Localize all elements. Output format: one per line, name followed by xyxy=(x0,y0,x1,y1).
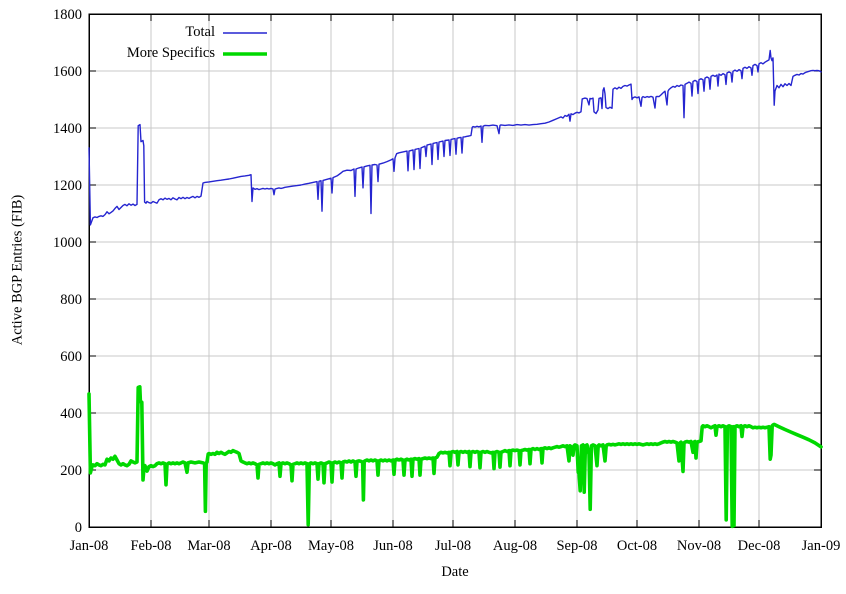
y-tick-label-1200: 1200 xyxy=(53,178,82,194)
legend-entry-total: Total xyxy=(0,22,267,43)
x-tick-label-oct-08: Oct-08 xyxy=(617,538,657,554)
x-tick-label-nov-08: Nov-08 xyxy=(677,538,721,554)
chart-legend: Total More Specifics xyxy=(0,22,267,64)
x-tick-label-dec-08: Dec-08 xyxy=(738,538,781,554)
x-axis-title: Date xyxy=(441,564,469,580)
x-tick-label-mar-08: Mar-08 xyxy=(187,538,230,554)
series-line-more-specifics xyxy=(87,384,823,529)
legend-label-more-specifics: More Specifics xyxy=(126,45,215,61)
y-tick-label-1600: 1600 xyxy=(53,64,82,80)
y-tick-label-0: 0 xyxy=(75,520,82,536)
legend-label-total: Total xyxy=(185,24,215,40)
y-tick-label-1800: 1800 xyxy=(53,7,82,23)
legend-entry-more-specifics: More Specifics xyxy=(0,43,267,64)
legend-sample-line-more-specifics xyxy=(223,51,267,56)
x-tick-label-sep-08: Sep-08 xyxy=(556,538,597,554)
series-line-total xyxy=(88,49,822,226)
y-tick-label-1000: 1000 xyxy=(53,235,82,251)
x-tick-label-apr-08: Apr-08 xyxy=(250,538,292,554)
x-tick-label-jun-08: Jun-08 xyxy=(373,538,412,554)
plot-border xyxy=(88,13,822,528)
x-tick-label-aug-08: Aug-08 xyxy=(493,538,537,554)
legend-sample-line-total xyxy=(223,31,267,34)
y-tick-label-1400: 1400 xyxy=(53,121,82,137)
y-tick-label-400: 400 xyxy=(60,406,82,422)
x-tick-label-jan-08: Jan-08 xyxy=(70,538,109,554)
x-tick-label-jul-08: Jul-08 xyxy=(435,538,471,554)
x-tick-label-feb-08: Feb-08 xyxy=(130,538,171,554)
x-tick-label-may-08: May-08 xyxy=(308,538,354,554)
y-tick-label-200: 200 xyxy=(60,463,82,479)
y-axis-title: Active BGP Entries (FIB) xyxy=(9,194,26,346)
y-tick-label-800: 800 xyxy=(60,292,82,308)
x-tick-label-jan-09: Jan-09 xyxy=(802,538,841,554)
y-tick-label-600: 600 xyxy=(60,349,82,365)
